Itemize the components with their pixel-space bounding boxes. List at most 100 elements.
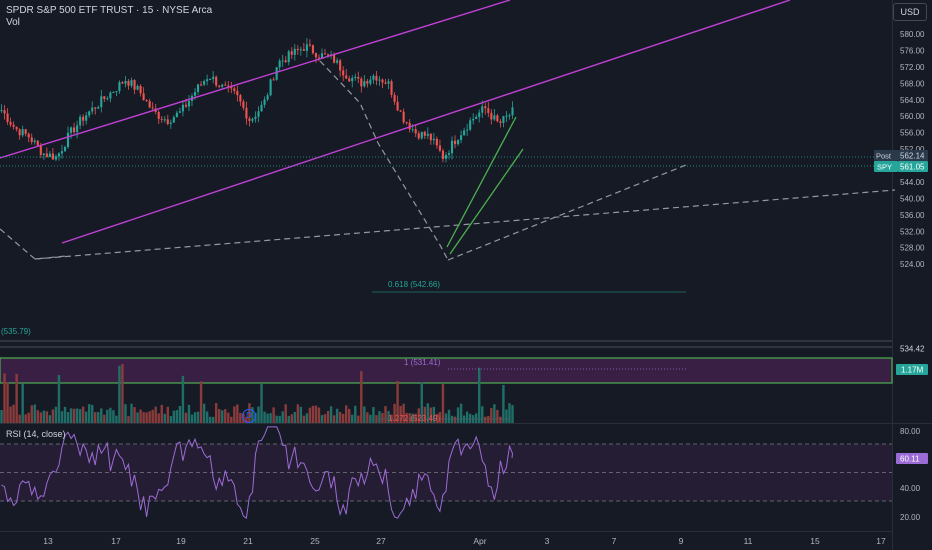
volume-bar: [438, 412, 442, 423]
candle-body: [281, 60, 284, 62]
price-tick-label: 580.00: [900, 30, 925, 39]
candle-body: [381, 79, 384, 83]
volume-bar: [287, 416, 290, 423]
currency-button[interactable]: USD: [893, 3, 927, 21]
candles: [0, 37, 514, 163]
volume-bar: [335, 408, 339, 423]
volume-bar: [441, 384, 445, 423]
candle-body: [384, 82, 387, 84]
candle-body: [275, 67, 278, 80]
volume-bar: [493, 404, 496, 423]
volume-bar: [97, 412, 100, 423]
volume-bar: [311, 405, 315, 423]
candle-body: [438, 145, 441, 151]
price-tick-label: 540.00: [900, 194, 925, 203]
candle-body: [0, 110, 3, 112]
candle-body: [354, 76, 357, 78]
volume-bar: [490, 408, 493, 423]
candle-body: [257, 111, 260, 117]
symbol-title[interactable]: SPDR S&P 500 ETF TRUST · 15 · NYSE Arca: [6, 5, 213, 16]
volume-title[interactable]: Vol: [6, 17, 20, 28]
volume-bar: [302, 415, 306, 423]
candle-body: [97, 107, 100, 109]
volume-bar: [320, 415, 324, 423]
candle-body: [139, 85, 142, 94]
volume-bar: [199, 381, 203, 423]
candle-body: [429, 133, 432, 141]
candle-body: [76, 125, 79, 133]
candle-body: [181, 104, 184, 112]
volume-bar: [60, 411, 64, 423]
price-tick-label: 564.00: [900, 96, 925, 105]
volume-bar: [124, 404, 127, 423]
volume-range-box: [0, 357, 893, 384]
candle-body: [396, 101, 399, 111]
volume-bar: [103, 414, 106, 423]
volume-bar: [369, 414, 372, 423]
volume-bar: [363, 406, 366, 423]
candle-body: [9, 121, 12, 125]
candle-body: [251, 118, 254, 121]
volume-bar: [51, 409, 55, 423]
candle-body: [302, 49, 305, 51]
candle-body: [411, 129, 414, 131]
price-tick-label: 568.00: [900, 79, 925, 88]
candle-body: [487, 108, 490, 113]
candle-body: [221, 84, 224, 87]
time-tick-label: 15: [810, 536, 820, 546]
candle-body: [496, 115, 499, 122]
candle-body: [148, 100, 151, 108]
dividend-marker-icon[interactable]: D: [242, 409, 256, 423]
volume-bar: [344, 405, 348, 423]
candle-body: [248, 118, 251, 121]
volume-bar: [290, 414, 293, 423]
candle-body: [39, 145, 42, 155]
candle-body: [490, 112, 493, 120]
volume-bar: [233, 406, 236, 423]
rsi-title[interactable]: RSI (14, close): [6, 429, 66, 439]
candle-body: [73, 127, 76, 133]
candle-body: [18, 129, 21, 136]
volume-bar: [348, 408, 351, 423]
volume-bar: [6, 382, 9, 423]
volume-bar: [329, 406, 333, 423]
candle-body: [417, 133, 420, 139]
volume-bar: [378, 411, 381, 423]
volume-bar: [187, 404, 191, 423]
volume-bar: [154, 406, 157, 423]
candle-body: [48, 153, 51, 157]
volume-bar: [426, 403, 430, 423]
volume-bar: [202, 403, 206, 423]
volume-bar: [332, 415, 336, 423]
volume-bar: [81, 406, 85, 423]
time-axis[interactable]: 13 17 19 21 25 27 Apr 3 7 9 11 15 17: [43, 536, 886, 546]
volume-bar: [257, 406, 260, 423]
price-axis[interactable]: 580.00 576.00 572.00 568.00 564.00 560.00 556.…: [900, 30, 925, 522]
volume-bar: [236, 404, 239, 423]
volume-bar: [423, 406, 427, 423]
volume-bar: [151, 409, 154, 423]
candle-body: [145, 100, 148, 102]
candle-body: [100, 96, 103, 108]
volume-bar: [450, 415, 454, 423]
candle-body: [408, 122, 411, 130]
volume-bar: [133, 407, 136, 423]
candle-body: [127, 80, 130, 86]
candle-body: [109, 92, 112, 99]
svg-text:562.14: 562.14: [900, 152, 925, 161]
candle-body: [12, 124, 15, 127]
candle-body: [317, 57, 321, 59]
volume-bar: [417, 408, 420, 423]
candle-body: [366, 81, 369, 84]
volume-bar: [15, 373, 18, 423]
candle-body: [284, 60, 287, 63]
flag-lower-line: [449, 148, 524, 255]
volume-bar: [357, 415, 360, 423]
volume-bar: [432, 406, 436, 423]
candle-body: [224, 84, 227, 86]
volume-bar: [106, 409, 109, 423]
candle-body: [94, 107, 97, 109]
volume-bar: [75, 408, 79, 423]
